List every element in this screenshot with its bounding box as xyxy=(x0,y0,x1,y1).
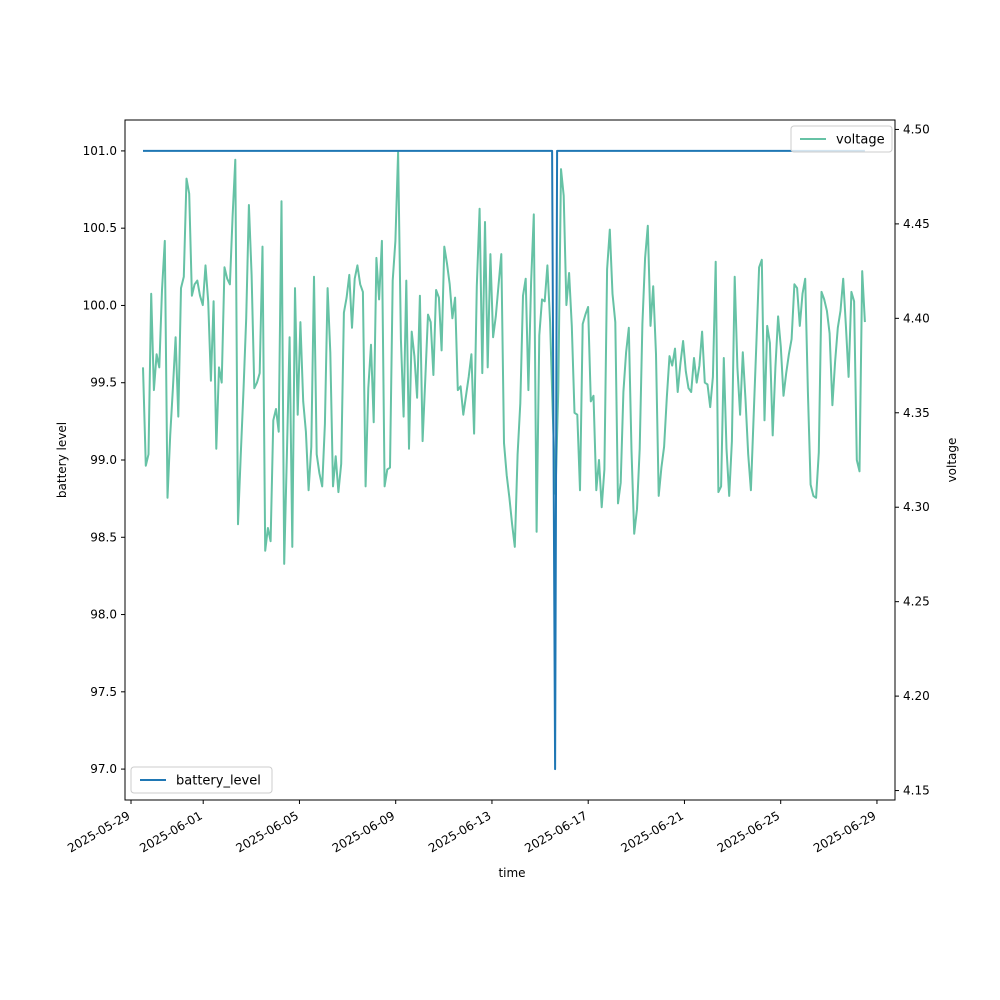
y-left-tick-label: 100.0 xyxy=(83,298,117,312)
y-axis-right-label: voltage xyxy=(945,438,959,483)
y-right-tick-label: 4.35 xyxy=(903,406,930,420)
y-axis-right: 4.15 4.20 4.25 4.30 4.35 4.40 4.45 4.50 xyxy=(895,122,930,798)
series-line-battery-level xyxy=(143,149,865,771)
y-left-tick-label: 99.0 xyxy=(90,453,117,467)
y-right-tick-label: 4.30 xyxy=(903,500,930,514)
y-left-tick-label: 97.5 xyxy=(90,685,117,699)
y-right-tick-label: 4.20 xyxy=(903,689,930,703)
y-left-tick-label: 97.0 xyxy=(90,762,117,776)
y-left-tick-label: 98.5 xyxy=(90,530,117,544)
series-line-voltage xyxy=(142,151,866,565)
legend-voltage-label: voltage xyxy=(836,133,885,148)
y-right-tick-label: 4.15 xyxy=(903,784,930,798)
legend-battery-level: battery_level xyxy=(130,766,273,794)
legend-battery-level-label: battery_level xyxy=(176,774,261,789)
y-left-tick-label: 98.0 xyxy=(90,608,117,622)
y-left-tick-label: 101.0 xyxy=(83,144,117,158)
y-right-tick-label: 4.40 xyxy=(903,311,930,325)
x-axis-label: time xyxy=(498,866,525,880)
y-axis-left: 97.0 97.5 98.0 98.5 99.0 99.5 100.0 100.5 101.0 xyxy=(83,144,125,776)
plot-lines xyxy=(142,149,866,771)
y-left-tick-label: 99.5 xyxy=(90,376,117,390)
y-axis-left-label: battery level xyxy=(55,422,69,498)
y-right-tick-label: 4.45 xyxy=(903,217,930,231)
legend-voltage: voltage xyxy=(790,125,893,153)
y-left-tick-label: 100.5 xyxy=(83,221,117,235)
y-right-tick-label: 4.25 xyxy=(903,595,930,609)
y-right-tick-label: 4.50 xyxy=(903,122,930,136)
